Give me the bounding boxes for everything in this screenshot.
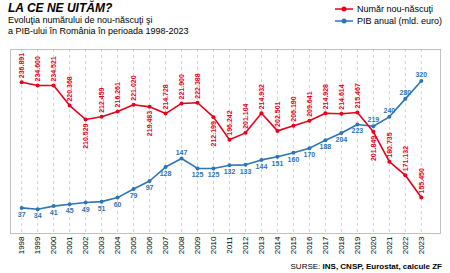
svg-text:2004: 2004 xyxy=(113,236,122,254)
html-text:Evoluţia numărului de nou-născ: Evoluţia numărului de nou-născuţi şi xyxy=(8,15,153,25)
html-text:PIB anual (mld. euro): PIB anual (mld. euro) xyxy=(357,16,442,26)
svg-text:170: 170 xyxy=(304,151,316,158)
svg-text:215.467: 215.467 xyxy=(354,83,361,108)
html-text:LA CE NE UITĂM?: LA CE NE UITĂM? xyxy=(8,1,113,15)
svg-text:2006: 2006 xyxy=(145,236,154,254)
svg-text:2020: 2020 xyxy=(369,236,378,254)
svg-text:202.501: 202.501 xyxy=(274,101,281,126)
svg-text:234.600: 234.600 xyxy=(34,56,41,81)
svg-text:128: 128 xyxy=(160,170,172,177)
svg-text:79: 79 xyxy=(130,192,138,199)
svg-text:2001: 2001 xyxy=(65,236,74,254)
svg-text:209.641: 209.641 xyxy=(306,91,313,116)
svg-text:2008: 2008 xyxy=(177,236,186,254)
svg-text:180.735: 180.735 xyxy=(386,132,393,157)
svg-text:144: 144 xyxy=(256,163,268,170)
svg-text:222.388: 222.388 xyxy=(194,73,201,98)
svg-text:2002: 2002 xyxy=(81,236,90,254)
svg-text:97: 97 xyxy=(146,184,154,191)
svg-text:2005: 2005 xyxy=(129,236,138,254)
svg-text:171.132: 171.132 xyxy=(402,146,409,171)
svg-text:41: 41 xyxy=(50,209,58,216)
svg-text:49: 49 xyxy=(82,206,90,213)
svg-text:160: 160 xyxy=(288,156,300,163)
svg-text:2011: 2011 xyxy=(225,236,234,254)
svg-text:1999: 1999 xyxy=(33,236,42,254)
svg-text:2014: 2014 xyxy=(273,236,282,254)
svg-text:155.450: 155.450 xyxy=(418,168,425,193)
svg-text:45: 45 xyxy=(66,207,74,214)
svg-text:125: 125 xyxy=(192,171,204,178)
svg-text:60: 60 xyxy=(114,201,122,208)
svg-text:234.521: 234.521 xyxy=(50,56,57,81)
svg-text:214.928: 214.928 xyxy=(322,84,329,109)
svg-text:221.900: 221.900 xyxy=(178,74,185,99)
svg-text:2019: 2019 xyxy=(353,236,362,254)
svg-text:204: 204 xyxy=(336,136,348,143)
svg-text:2018: 2018 xyxy=(337,236,346,254)
svg-text:201.849: 201.849 xyxy=(370,136,377,161)
svg-text:221.020: 221.020 xyxy=(130,75,137,100)
svg-text:2017: 2017 xyxy=(321,236,330,254)
svg-text:2021: 2021 xyxy=(385,236,394,254)
svg-text:2022: 2022 xyxy=(401,236,410,254)
html-text:SURSE: INS, CNSP, Eurostat, ca: SURSE: INS, CNSP, Eurostat, calcule ZF xyxy=(290,262,442,271)
svg-text:214.728: 214.728 xyxy=(162,84,169,109)
svg-text:320: 320 xyxy=(415,71,427,78)
svg-text:219: 219 xyxy=(368,116,380,123)
svg-text:125: 125 xyxy=(208,171,220,178)
svg-text:133: 133 xyxy=(240,168,252,175)
svg-text:280: 280 xyxy=(399,89,411,96)
svg-text:34: 34 xyxy=(34,212,42,219)
svg-text:240: 240 xyxy=(384,107,396,114)
svg-text:2003: 2003 xyxy=(97,236,106,254)
svg-text:196.242: 196.242 xyxy=(226,110,233,135)
svg-text:2015: 2015 xyxy=(289,236,298,254)
svg-text:220.368: 220.368 xyxy=(66,76,73,101)
svg-text:214.932: 214.932 xyxy=(258,84,265,109)
svg-text:2013: 2013 xyxy=(257,236,266,254)
svg-text:212.459: 212.459 xyxy=(98,87,105,112)
svg-text:132: 132 xyxy=(224,168,236,175)
svg-text:1998: 1998 xyxy=(17,236,26,254)
svg-text:151: 151 xyxy=(272,160,284,167)
svg-text:2009: 2009 xyxy=(193,236,202,254)
html-text:Număr nou-născuţi: Număr nou-născuţi xyxy=(357,4,433,14)
svg-text:223: 223 xyxy=(352,127,364,134)
svg-text:214.614: 214.614 xyxy=(338,84,345,109)
svg-text:2007: 2007 xyxy=(161,236,170,254)
svg-text:2023: 2023 xyxy=(417,236,426,254)
svg-text:2010: 2010 xyxy=(209,236,218,254)
svg-text:2000: 2000 xyxy=(49,236,58,254)
svg-text:212.199: 212.199 xyxy=(210,121,217,146)
svg-text:147: 147 xyxy=(176,149,188,156)
svg-text:51: 51 xyxy=(98,205,106,212)
svg-text:2012: 2012 xyxy=(241,236,250,254)
svg-text:201.104: 201.104 xyxy=(242,103,249,128)
svg-text:236.891: 236.891 xyxy=(18,53,25,78)
svg-text:210.529: 210.529 xyxy=(82,123,89,148)
svg-text:216.261: 216.261 xyxy=(114,82,121,107)
svg-text:206.190: 206.190 xyxy=(290,96,297,121)
svg-text:2016: 2016 xyxy=(305,236,314,254)
svg-text:37: 37 xyxy=(18,211,26,218)
svg-text:188: 188 xyxy=(320,143,332,150)
svg-text:219.483: 219.483 xyxy=(146,111,153,136)
html-text:a PIB-ului în România în perio: a PIB-ului în România în perioada 1998-2… xyxy=(8,26,189,36)
